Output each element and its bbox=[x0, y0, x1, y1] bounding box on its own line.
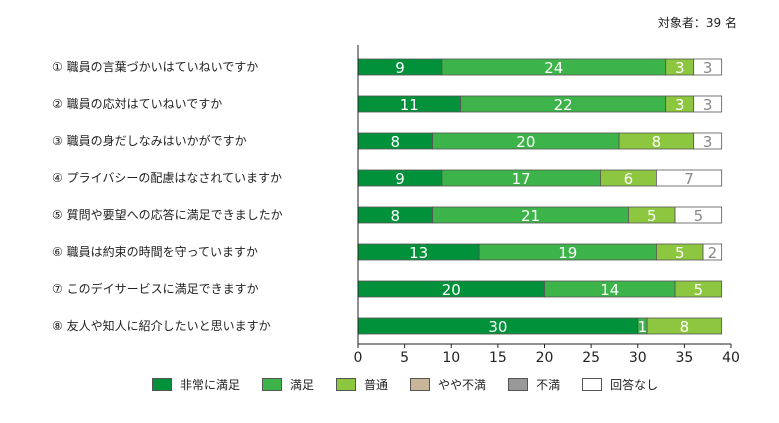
bar-segment bbox=[656, 169, 723, 187]
data-label: 17 bbox=[512, 170, 531, 188]
x-tick-label: 20 bbox=[536, 350, 554, 366]
data-label: 3 bbox=[703, 59, 713, 77]
data-label: 7 bbox=[684, 170, 694, 188]
legend-label: 非常に満足 bbox=[180, 378, 241, 392]
data-label: 13 bbox=[409, 244, 428, 262]
data-label: 8 bbox=[391, 207, 401, 225]
question-label: ⑤ 質問や要望への応答に満足できましたか bbox=[52, 207, 283, 222]
legend-swatch bbox=[262, 378, 283, 391]
legend-label: 満足 bbox=[290, 378, 315, 392]
legend-label: やや不満 bbox=[438, 378, 487, 392]
question-label: ③ 職員の身だしなみはいかがですか bbox=[52, 133, 247, 148]
data-label: 8 bbox=[391, 133, 401, 151]
data-label: 6 bbox=[624, 170, 634, 188]
question-label: ① 職員の言葉づかいはていねいですか bbox=[52, 60, 258, 74]
data-label: 1 bbox=[638, 318, 648, 336]
respondent-count: 対象者：39 名 bbox=[657, 16, 737, 30]
x-tick-label: 15 bbox=[489, 350, 507, 366]
legend-swatch bbox=[410, 378, 431, 391]
question-label: ② 職員の応対はていねいですか bbox=[52, 97, 222, 111]
question-label: ⑥ 職員は約束の時間を守っていますか bbox=[52, 244, 258, 259]
legend-label: 不満 bbox=[536, 378, 561, 392]
legend-swatch bbox=[582, 378, 603, 391]
data-label: 20 bbox=[442, 281, 461, 299]
data-label: 2 bbox=[708, 244, 718, 262]
data-label: 30 bbox=[488, 318, 507, 336]
legend-item: 回答なし bbox=[582, 376, 658, 393]
data-label: 19 bbox=[558, 244, 577, 262]
data-label: 20 bbox=[516, 133, 535, 151]
x-tick-label: 25 bbox=[582, 350, 600, 366]
legend-label: 回答なし bbox=[610, 378, 659, 392]
bar-segment bbox=[646, 317, 723, 335]
x-tick-label: 5 bbox=[400, 350, 409, 366]
legend-item: 普通 bbox=[336, 376, 388, 393]
x-tick-label: 40 bbox=[722, 350, 740, 366]
question-label: ⑦ このデイサービスに満足できますか bbox=[52, 281, 259, 296]
data-label: 8 bbox=[680, 318, 690, 336]
data-label: 8 bbox=[652, 133, 662, 151]
data-label: 5 bbox=[647, 207, 657, 225]
bar-segment bbox=[693, 58, 723, 76]
bar-segment bbox=[693, 95, 723, 113]
legend-item: やや不満 bbox=[410, 376, 486, 393]
data-label: 11 bbox=[400, 96, 419, 114]
question-label: ⑧ 友人や知人に紹介したいと思いますか bbox=[52, 319, 271, 333]
data-label: 3 bbox=[703, 96, 713, 114]
data-label: 22 bbox=[554, 96, 573, 114]
bar-segment bbox=[702, 243, 723, 261]
data-label: 14 bbox=[600, 281, 619, 299]
x-tick-label: 35 bbox=[675, 350, 693, 366]
legend-swatch bbox=[152, 378, 172, 391]
x-tick-label: 0 bbox=[354, 350, 363, 366]
data-label: 9 bbox=[395, 59, 405, 77]
bar-segment bbox=[674, 206, 723, 224]
x-tick-label: 30 bbox=[629, 350, 647, 366]
data-label: 3 bbox=[703, 133, 713, 151]
legend-item: 満足 bbox=[262, 376, 314, 393]
data-label: 3 bbox=[675, 96, 685, 114]
data-label: 9 bbox=[395, 170, 405, 188]
x-tick-label: 10 bbox=[442, 350, 460, 366]
data-label: 3 bbox=[675, 59, 685, 77]
question-label: ④ プライバシーの配慮はなされていますか bbox=[52, 171, 282, 185]
data-label: 5 bbox=[694, 207, 704, 225]
bar-segment bbox=[693, 132, 723, 150]
data-label: 24 bbox=[544, 59, 563, 77]
legend-label: 普通 bbox=[364, 378, 389, 392]
chart-legend: 非常に満足 満足 普通 やや不満 不満 回答なし bbox=[152, 376, 680, 393]
legend-swatch bbox=[336, 378, 357, 391]
legend-item: 非常に満足 bbox=[152, 376, 240, 393]
legend-swatch bbox=[508, 378, 529, 391]
data-label: 5 bbox=[675, 244, 685, 262]
bar-segment bbox=[674, 280, 723, 298]
data-label: 21 bbox=[521, 207, 540, 225]
data-label: 5 bbox=[694, 281, 704, 299]
legend-item: 不満 bbox=[508, 376, 560, 393]
